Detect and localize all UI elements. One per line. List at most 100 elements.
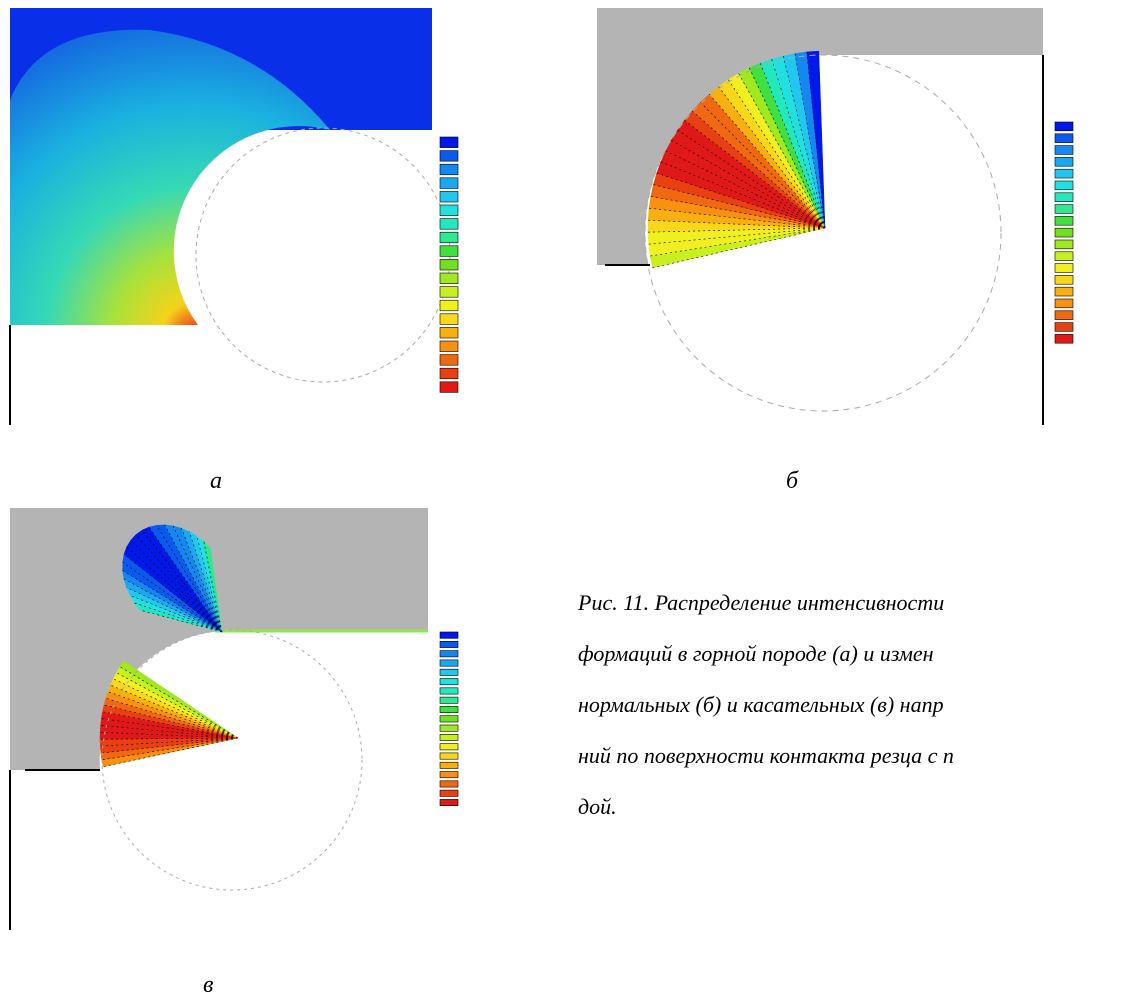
- legend-swatch: [439, 272, 459, 284]
- panel-c: [9, 508, 459, 930]
- legend: [439, 136, 459, 393]
- fan-ray: [110, 684, 239, 739]
- legend-swatch: [1054, 227, 1074, 238]
- caption-line: дой.: [578, 794, 617, 819]
- fan-ray: [123, 578, 223, 633]
- legend-swatch: [439, 299, 459, 312]
- legend-swatch: [1054, 286, 1074, 297]
- panel-label: б: [786, 468, 799, 494]
- legend-swatch: [439, 381, 459, 393]
- legend-swatch: [439, 743, 459, 751]
- cutter-outline: [101, 629, 363, 891]
- caption: Рис. 11. Распределение интенсивности форм…: [577, 590, 954, 819]
- legend-swatch: [439, 650, 459, 658]
- legend-swatch: [439, 733, 459, 741]
- legend-swatch: [439, 313, 459, 325]
- legend-swatch: [439, 286, 459, 298]
- legend-swatch: [439, 789, 459, 797]
- fan-ray: [203, 541, 223, 633]
- fan-ray: [148, 526, 223, 633]
- legend-swatch: [439, 631, 459, 639]
- legend-swatch: [439, 204, 459, 216]
- legend-swatch: [439, 752, 459, 760]
- panel-b: [597, 8, 1074, 425]
- caption-line: ний по поверхности контакта резца с п: [578, 743, 954, 768]
- legend: [1054, 121, 1074, 344]
- legend-swatch: [439, 706, 459, 714]
- legend-swatch: [439, 231, 459, 244]
- legend-swatch: [1054, 145, 1074, 155]
- legend-swatch: [439, 163, 459, 176]
- legend-swatch: [1054, 310, 1074, 320]
- fan-ray: [102, 711, 239, 739]
- legend-swatch: [439, 191, 459, 203]
- fan-ray: [164, 524, 223, 633]
- legend-swatch: [439, 367, 459, 380]
- fan-ray: [122, 561, 223, 633]
- legend-swatch: [439, 668, 459, 676]
- fan-ray: [107, 691, 239, 739]
- legend-swatch: [1054, 275, 1074, 285]
- panel-a: [9, 8, 459, 425]
- fan-ray: [135, 534, 223, 633]
- fan-ray: [156, 525, 223, 633]
- legend-swatch: [439, 327, 459, 339]
- legend-swatch: [1054, 168, 1074, 179]
- legend-swatch: [439, 177, 459, 189]
- legend-swatch: [439, 771, 459, 779]
- fan-ray: [116, 672, 239, 739]
- legend-swatch: [439, 696, 459, 704]
- fan-ray: [141, 530, 223, 633]
- legend-swatch: [1054, 216, 1074, 226]
- legend-swatch: [439, 678, 459, 686]
- fan-ray: [100, 725, 239, 739]
- stress-fan: [647, 50, 826, 269]
- fan-wedge: [119, 660, 239, 739]
- legend-swatch: [439, 780, 459, 788]
- legend-swatch: [1054, 322, 1074, 332]
- legend-swatch: [439, 354, 459, 366]
- legend-swatch: [1054, 263, 1074, 273]
- fan-ray: [100, 737, 239, 747]
- caption-line: формаций в горной породе (а) и измен: [578, 641, 934, 666]
- legend-swatch: [1054, 239, 1074, 250]
- legend-swatch: [439, 799, 459, 807]
- legend-swatch: [439, 150, 459, 162]
- fan-ray: [134, 602, 223, 633]
- legend-swatch: [439, 761, 459, 769]
- legend-swatch: [1054, 334, 1074, 344]
- cutter-outline: [195, 127, 451, 383]
- fan-ray: [129, 595, 223, 633]
- rock: [597, 8, 1043, 265]
- legend-swatch: [1054, 298, 1074, 309]
- legend-swatch: [439, 640, 459, 648]
- legend-swatch: [439, 259, 459, 271]
- legend-swatch: [439, 218, 459, 230]
- legend-swatch: [1054, 251, 1074, 261]
- panel-label: в: [203, 972, 213, 998]
- field-gradient: [10, 29, 330, 325]
- fan-ray: [130, 540, 223, 633]
- fan-ray: [123, 553, 223, 633]
- legend-swatch: [439, 340, 459, 352]
- caption-line: нормальных (б) и касательных (в) напр: [578, 692, 944, 717]
- fan-ray: [119, 666, 239, 739]
- legend-swatch: [439, 659, 459, 667]
- legend-swatch: [439, 687, 459, 695]
- legend-swatch: [439, 724, 459, 732]
- legend-swatch: [1054, 121, 1074, 132]
- caption-line: Рис. 11. Распределение интенсивности: [577, 590, 944, 615]
- legend-swatch: [439, 245, 459, 257]
- legend-swatch: [1054, 204, 1074, 214]
- stress-fan: [99, 660, 239, 767]
- fan-ray: [126, 546, 223, 633]
- fan-ray: [113, 678, 239, 739]
- legend-swatch: [439, 136, 459, 148]
- legend: [439, 631, 459, 807]
- legend-swatch: [1054, 133, 1074, 143]
- legend-swatch: [1054, 192, 1074, 202]
- fan-wedge: [806, 50, 826, 229]
- rock: [10, 508, 428, 770]
